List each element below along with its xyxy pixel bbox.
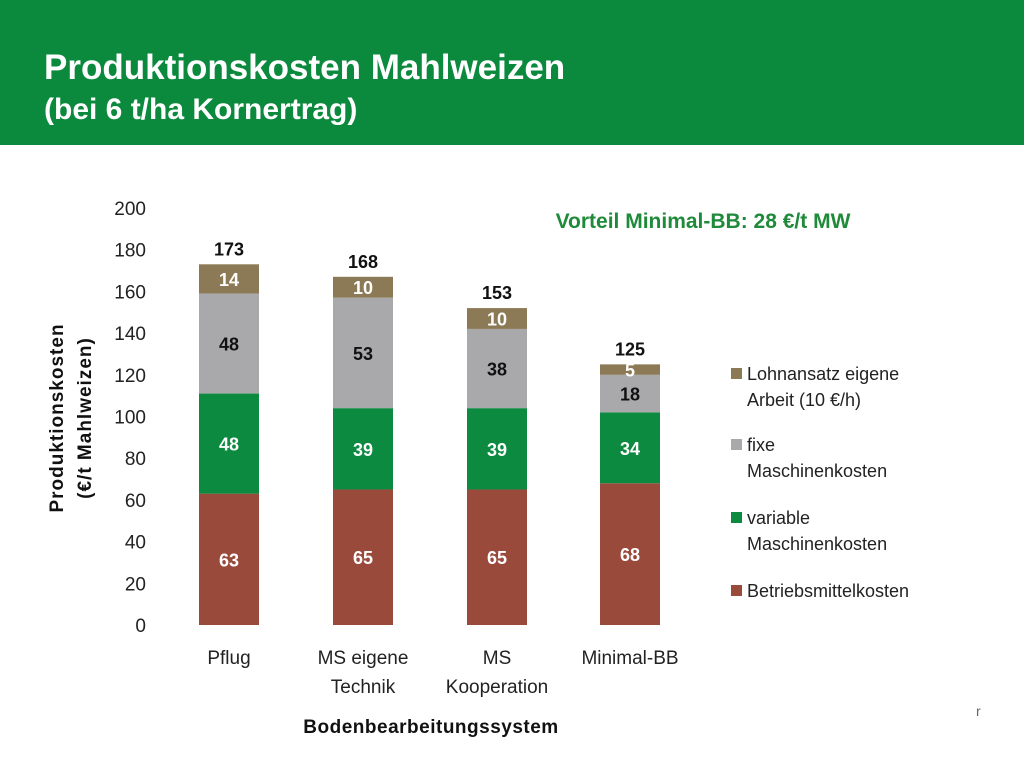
bar-segment-label: 63 (219, 550, 239, 570)
x-tick-label: MS (483, 648, 512, 669)
bar-segment-label: 10 (353, 278, 373, 298)
bar-segment (199, 264, 259, 294)
y-axis-title: Produktionskosten (47, 323, 68, 512)
bar-segment-label: 14 (219, 270, 239, 290)
footer-mark: r (976, 703, 981, 719)
bar-total-label: 168 (348, 252, 378, 272)
legend-label: Arbeit (10 €/h) (747, 390, 861, 410)
y-tick-label: 60 (125, 491, 146, 512)
bar-segment-label: 5 (625, 361, 635, 381)
page-subtitle: (bei 6 t/ha Kornertrag) (44, 93, 358, 126)
page-title: Produktionskosten Mahlweizen (44, 48, 566, 87)
y-tick-label: 180 (114, 241, 146, 262)
x-tick-label: Kooperation (446, 677, 548, 698)
legend-swatch (731, 368, 742, 379)
bar-segment-label: 65 (353, 548, 373, 568)
bar-segment (600, 374, 660, 413)
legend-label: Maschinenkosten (747, 461, 887, 481)
legend-label: variable (747, 508, 810, 528)
bar-segment-label: 48 (219, 335, 239, 355)
bar-segment (467, 328, 527, 409)
legend-label: fixe (747, 435, 775, 455)
y-tick-label: 140 (114, 324, 146, 345)
legend-label: Betriebsmittelkosten (747, 581, 909, 601)
bar-segment-label: 38 (487, 360, 507, 380)
bar-total-label: 153 (482, 283, 512, 303)
y-tick-label: 20 (125, 574, 146, 595)
x-tick-label: Minimal-BB (581, 648, 678, 669)
bar-segment-label: 39 (353, 440, 373, 460)
legend-label: Maschinenkosten (747, 534, 887, 554)
bar-segment (600, 364, 660, 375)
legend-swatch (731, 585, 742, 596)
x-tick-label: Pflug (207, 648, 250, 669)
y-axis-title: (€/t Mahlweizen) (75, 337, 96, 499)
bar-segment (600, 412, 660, 484)
header-banner: Produktionskosten Mahlweizen (bei 6 t/ha… (0, 0, 1024, 145)
legend-swatch (731, 512, 742, 523)
y-tick-label: 100 (114, 408, 146, 429)
y-tick-label: 200 (114, 199, 146, 220)
x-axis-title: Bodenbearbeitungssystem (303, 717, 558, 738)
y-tick-label: 40 (125, 533, 146, 554)
bar-segment-label: 39 (487, 440, 507, 460)
bar-segment (600, 483, 660, 625)
bar-total-label: 173 (214, 239, 244, 259)
legend-label: Lohnansatz eigene (747, 364, 899, 384)
bar-segment (333, 276, 393, 298)
y-tick-label: 120 (114, 366, 146, 387)
bar-segment (199, 293, 259, 394)
bar-segment (467, 408, 527, 490)
y-tick-label: 0 (135, 616, 146, 637)
bar-segment (467, 489, 527, 625)
y-tick-label: 80 (125, 449, 146, 470)
bar-segment (333, 489, 393, 625)
bar-segment-label: 65 (487, 548, 507, 568)
bar-segment (333, 408, 393, 490)
bar-segment-label: 53 (353, 344, 373, 364)
bar-segment-label: 18 (620, 385, 640, 405)
bar-segment-label: 34 (620, 439, 640, 459)
bar-segment (199, 493, 259, 625)
bar-segment (467, 308, 527, 329)
y-tick-label: 160 (114, 282, 146, 303)
chart-annotation: Vorteil Minimal-BB: 28 €/t MW (556, 210, 851, 233)
x-tick-label: Technik (331, 677, 396, 698)
bar-segment-label: 48 (219, 435, 239, 455)
bar-segment (199, 393, 259, 494)
legend-swatch (731, 439, 742, 450)
bar-total-label: 125 (615, 339, 645, 359)
bar-segment (333, 297, 393, 409)
bar-segment-label: 10 (487, 310, 507, 330)
x-tick-label: MS eigene (318, 648, 409, 669)
bar-segment-label: 68 (620, 545, 640, 565)
